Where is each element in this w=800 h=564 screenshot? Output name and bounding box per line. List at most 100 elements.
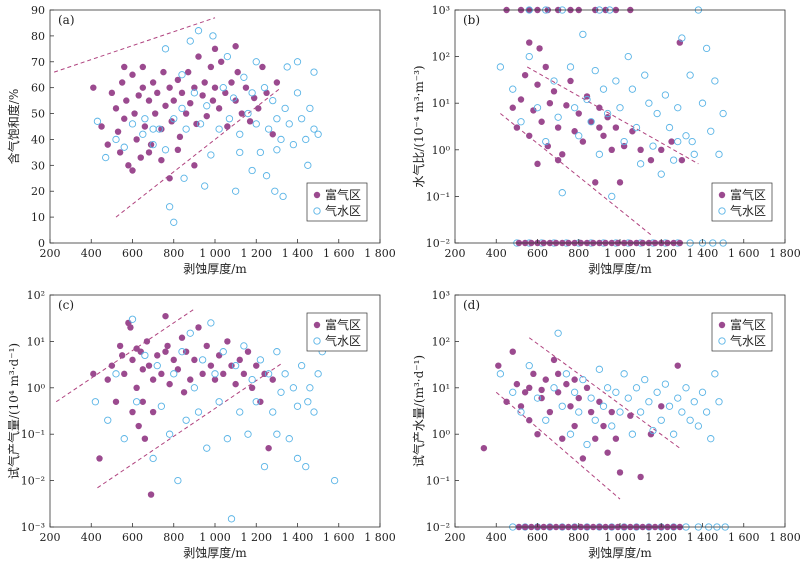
gas-point — [647, 431, 655, 438]
water-point — [293, 58, 302, 66]
y-tick-label: 60 — [31, 82, 45, 95]
gas-point — [174, 366, 182, 373]
water-point — [595, 150, 604, 158]
gas-point — [627, 412, 634, 419]
water-point — [306, 104, 314, 113]
water-point — [180, 174, 188, 182]
water-point — [297, 362, 306, 370]
water-point — [558, 402, 566, 410]
water-point — [264, 370, 273, 378]
water-point — [674, 394, 682, 402]
gas-point — [596, 124, 603, 131]
water-point — [624, 394, 632, 402]
gas-point — [166, 84, 173, 91]
gas-point — [143, 338, 151, 345]
gas-point — [133, 345, 140, 352]
x-tick-label: 800 — [163, 531, 184, 544]
water-point — [182, 125, 190, 133]
gas-point — [123, 97, 130, 104]
water-point — [112, 370, 120, 378]
water-point — [281, 370, 289, 378]
water-point — [310, 408, 318, 416]
water-point — [262, 172, 271, 180]
water-point — [624, 52, 632, 61]
water-point — [669, 156, 678, 164]
x-axis-label: 剥蚀厚度/m — [183, 545, 247, 560]
gas-point — [90, 84, 97, 91]
water-point — [165, 203, 174, 211]
gas-point — [108, 89, 116, 97]
water-point — [149, 140, 157, 149]
gas-point — [612, 435, 620, 442]
gas-point — [637, 146, 644, 153]
gas-point — [149, 79, 157, 86]
water-point — [170, 370, 178, 378]
gas-point — [554, 389, 562, 396]
water-point — [686, 416, 694, 424]
water-point — [293, 454, 302, 463]
gas-point — [149, 408, 157, 416]
gas-point — [517, 96, 525, 103]
gas-point — [592, 435, 599, 442]
x-tick-label: 400 — [486, 531, 507, 544]
water-point — [252, 398, 260, 406]
gas-point — [154, 352, 161, 359]
x-tick-label: 800 — [163, 247, 184, 260]
gas-point — [534, 81, 541, 88]
legend-water-label: 气水区 — [730, 203, 766, 218]
y-tick-label: 10³ — [432, 4, 450, 17]
water-point — [674, 104, 682, 112]
gas-point — [228, 79, 235, 86]
water-point — [227, 515, 236, 523]
water-point — [178, 71, 186, 79]
water-point — [698, 388, 707, 396]
gas-point — [678, 156, 686, 164]
gas-point — [224, 123, 231, 130]
gas-point — [579, 455, 587, 462]
water-point — [612, 77, 620, 85]
gas-point — [203, 112, 210, 120]
gas-point — [521, 71, 529, 79]
y-tick-label: 80 — [31, 30, 45, 43]
water-point — [273, 430, 281, 438]
water-point — [236, 148, 244, 157]
water-point — [128, 120, 137, 128]
x-tick-label: 200 — [40, 247, 61, 260]
gas-point — [238, 110, 246, 117]
gas-point — [647, 156, 655, 164]
water-point — [236, 408, 244, 416]
water-point — [628, 85, 637, 93]
gas-point — [587, 118, 595, 125]
water-point — [174, 476, 182, 485]
gas-point — [112, 105, 120, 112]
water-point — [157, 402, 166, 410]
y-tick-label: 50 — [31, 108, 45, 121]
water-point — [203, 444, 211, 452]
legend-box — [711, 312, 773, 352]
water-point — [225, 115, 234, 123]
water-point — [277, 388, 285, 396]
water-point — [587, 394, 595, 402]
legend-gas-marker — [313, 321, 321, 329]
x-tick-label: 400 — [486, 247, 507, 260]
y-tick-label: 10¹ — [27, 335, 45, 348]
gas-point — [217, 58, 225, 65]
gas-point — [191, 356, 198, 364]
water-point — [209, 32, 217, 40]
gas-point — [674, 362, 681, 369]
water-point — [194, 408, 203, 416]
gas-point — [164, 342, 171, 350]
x-tick-label: 1 000 — [604, 531, 636, 544]
gas-point — [166, 380, 173, 388]
gas-point — [530, 107, 537, 114]
water-point — [575, 408, 583, 416]
gas-point — [191, 84, 198, 91]
water-point — [702, 408, 711, 416]
water-point — [310, 68, 318, 76]
gas-point — [215, 105, 223, 112]
gas-point — [495, 362, 502, 369]
water-point — [616, 408, 624, 416]
gas-point — [583, 384, 591, 391]
water-point — [641, 375, 649, 384]
